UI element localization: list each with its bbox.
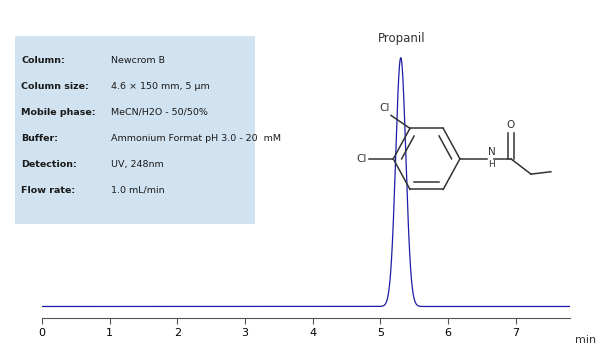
Text: Cl: Cl [379, 103, 389, 113]
Text: Newcrom B: Newcrom B [111, 56, 165, 65]
Text: 1.0 mL/min: 1.0 mL/min [111, 186, 164, 195]
Text: UV, 248nm: UV, 248nm [111, 160, 164, 169]
Text: MeCN/H2O - 50/50%: MeCN/H2O - 50/50% [111, 108, 208, 117]
Text: Column:: Column: [21, 56, 65, 65]
Text: Mobile phase:: Mobile phase: [21, 108, 95, 117]
Text: H: H [488, 160, 494, 169]
Text: Ammonium Format pH 3.0 - 20  mM: Ammonium Format pH 3.0 - 20 mM [111, 134, 281, 143]
Text: min: min [575, 335, 596, 345]
Text: Flow rate:: Flow rate: [21, 186, 75, 195]
Text: 4.6 × 150 mm, 5 μm: 4.6 × 150 mm, 5 μm [111, 82, 210, 91]
Text: Column size:: Column size: [21, 82, 89, 91]
Text: O: O [507, 119, 515, 130]
Text: Cl: Cl [357, 154, 367, 164]
Text: Buffer:: Buffer: [21, 134, 58, 143]
Text: Propanil: Propanil [378, 32, 425, 45]
Text: Detection:: Detection: [21, 160, 77, 169]
Text: N: N [488, 147, 496, 157]
